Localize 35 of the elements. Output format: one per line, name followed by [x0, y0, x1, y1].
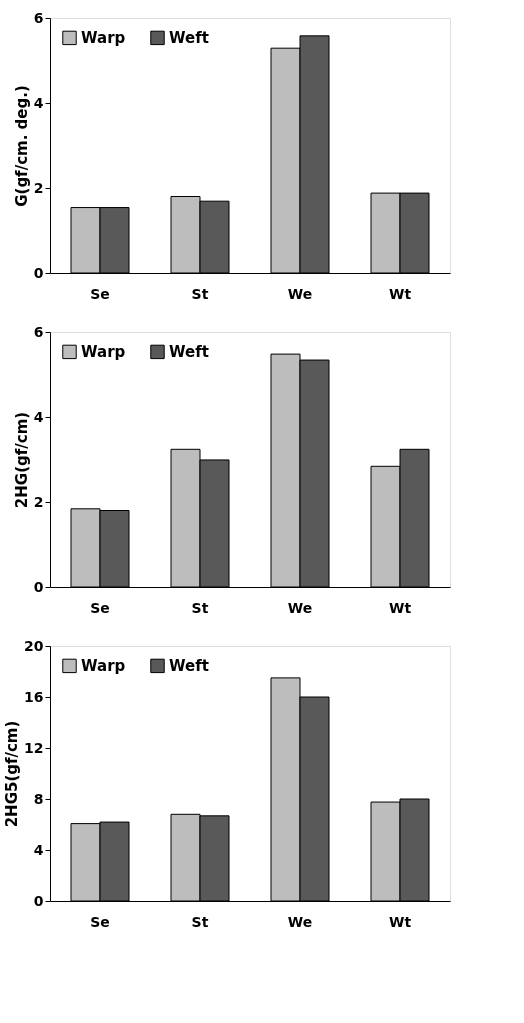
legend-label: Weft [169, 342, 209, 361]
y-axis-title: 2HG(gf/cm) [12, 411, 31, 509]
x-tick-label: St [191, 913, 209, 930]
y-tick-label: 4 [33, 841, 44, 858]
y-tick-label: 4 [33, 408, 44, 425]
y-tick-label: 4 [33, 94, 44, 111]
x-tick-label: Se [90, 599, 110, 616]
legend-label: Weft [169, 28, 209, 47]
x-tick-label: St [191, 285, 209, 302]
y-tick-label: 2 [33, 493, 44, 510]
legend-label: Warp [81, 656, 126, 675]
y-tick-label: 0 [33, 578, 44, 595]
y-axis-title: 2HG5(gf/cm) [3, 720, 22, 828]
y-tick-label: 20 [24, 637, 44, 654]
x-tick-label: Se [90, 285, 110, 302]
y-tick-label: 6 [33, 9, 44, 26]
y-tick-label: 12 [24, 739, 44, 756]
y-tick-label: 8 [33, 790, 44, 807]
y-tick-label: 0 [33, 264, 44, 281]
legend-label: Warp [81, 342, 126, 361]
y-tick-label: 16 [24, 688, 44, 705]
y-tick-label: 2 [33, 179, 44, 196]
y-tick-label: 0 [33, 892, 44, 909]
x-tick-label: Wt [388, 599, 412, 616]
legend-label: Weft [169, 656, 209, 675]
x-tick-label: We [287, 599, 313, 616]
legend-label: Warp [81, 28, 126, 47]
x-tick-label: We [287, 913, 313, 930]
x-tick-label: Se [90, 913, 110, 930]
x-tick-label: Wt [388, 913, 412, 930]
x-tick-label: Wt [388, 285, 412, 302]
x-tick-label: St [191, 599, 209, 616]
y-axis-title: G(gf/cm. deg.) [12, 85, 31, 207]
y-tick-label: 6 [33, 323, 44, 340]
x-tick-label: We [287, 285, 313, 302]
